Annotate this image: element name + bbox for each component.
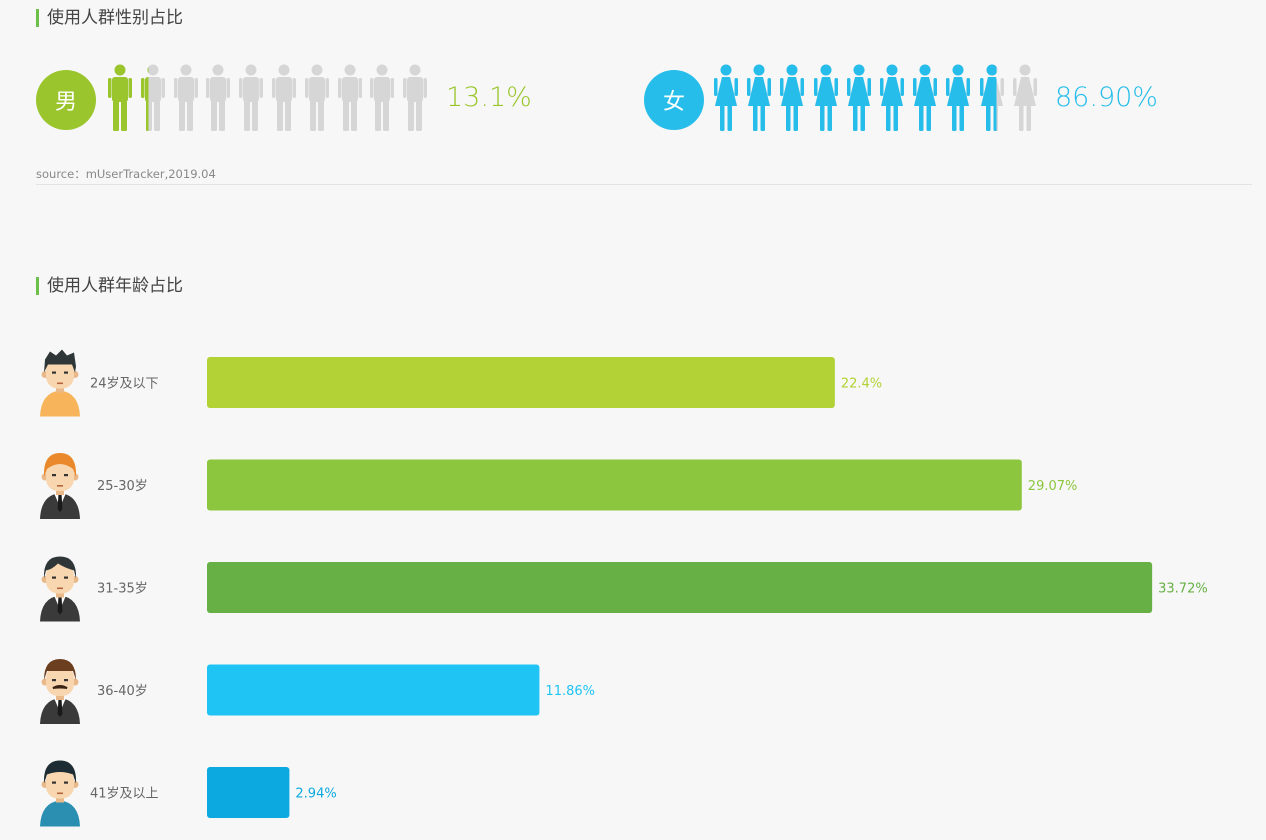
male-person-icon <box>239 64 264 131</box>
age-bar <box>207 767 290 818</box>
age-value-label: 11.86% <box>545 684 595 699</box>
male-icon: 男 <box>36 70 96 130</box>
age-category-label: 24岁及以下 <box>90 377 159 392</box>
gender-section-title: 使用人群性别占比 <box>36 9 183 27</box>
female-icon: 女 <box>644 70 704 130</box>
female-person-icon <box>747 64 772 131</box>
male-person-icon <box>108 64 132 131</box>
female-percent: 86.90% <box>1055 82 1158 113</box>
age-bar <box>207 459 1022 511</box>
female-person-icon <box>979 64 1004 131</box>
section-divider <box>36 184 1252 185</box>
male-person-icon <box>173 64 198 131</box>
age-value-label: 22.4% <box>841 377 882 392</box>
age-avatar-icon <box>40 556 80 622</box>
male-person-icon <box>304 64 329 131</box>
age-category-label: 25-30岁 <box>97 479 148 494</box>
age-category-label: 31-35岁 <box>97 582 148 597</box>
age-avatar-icon <box>40 349 80 417</box>
age-avatar-icon <box>40 659 80 724</box>
source-note: source：mUserTracker,2019.04 <box>36 167 216 181</box>
female-person-icon <box>813 64 838 131</box>
age-bar <box>207 357 835 408</box>
female-person-icon <box>913 64 938 131</box>
female-person-icon <box>1012 64 1037 131</box>
age-category-label: 36-40岁 <box>97 684 148 699</box>
male-person-icon <box>370 64 395 131</box>
female-person-icon <box>846 64 871 131</box>
age-value-label: 2.94% <box>295 787 336 802</box>
male-percent: 13.1% <box>446 82 532 113</box>
age-bar-chart: 24岁及以下 22.4% 25-30岁 29.07% 31-35岁 33.72% 36-40… <box>40 349 1208 827</box>
age-bar <box>207 562 1153 613</box>
female-person-icon <box>714 64 738 131</box>
age-avatar-icon <box>40 760 80 827</box>
age-section-title: 使用人群年龄占比 <box>36 277 183 295</box>
female-person-icon <box>946 64 971 131</box>
female-person-icon <box>780 64 805 131</box>
male-people-icons <box>108 64 438 132</box>
female-person-icon <box>880 64 904 131</box>
male-person-icon <box>272 64 296 131</box>
male-person-icon <box>206 64 231 131</box>
male-person-icon <box>403 64 428 131</box>
age-avatar-icon <box>40 453 80 519</box>
age-bar <box>207 664 540 716</box>
female-people-icons <box>714 64 1054 132</box>
male-person-icon <box>140 64 165 131</box>
age-value-label: 33.72% <box>1158 582 1208 597</box>
male-person-icon <box>337 64 362 131</box>
age-value-label: 29.07% <box>1028 479 1078 494</box>
age-category-label: 41岁及以上 <box>90 787 159 802</box>
